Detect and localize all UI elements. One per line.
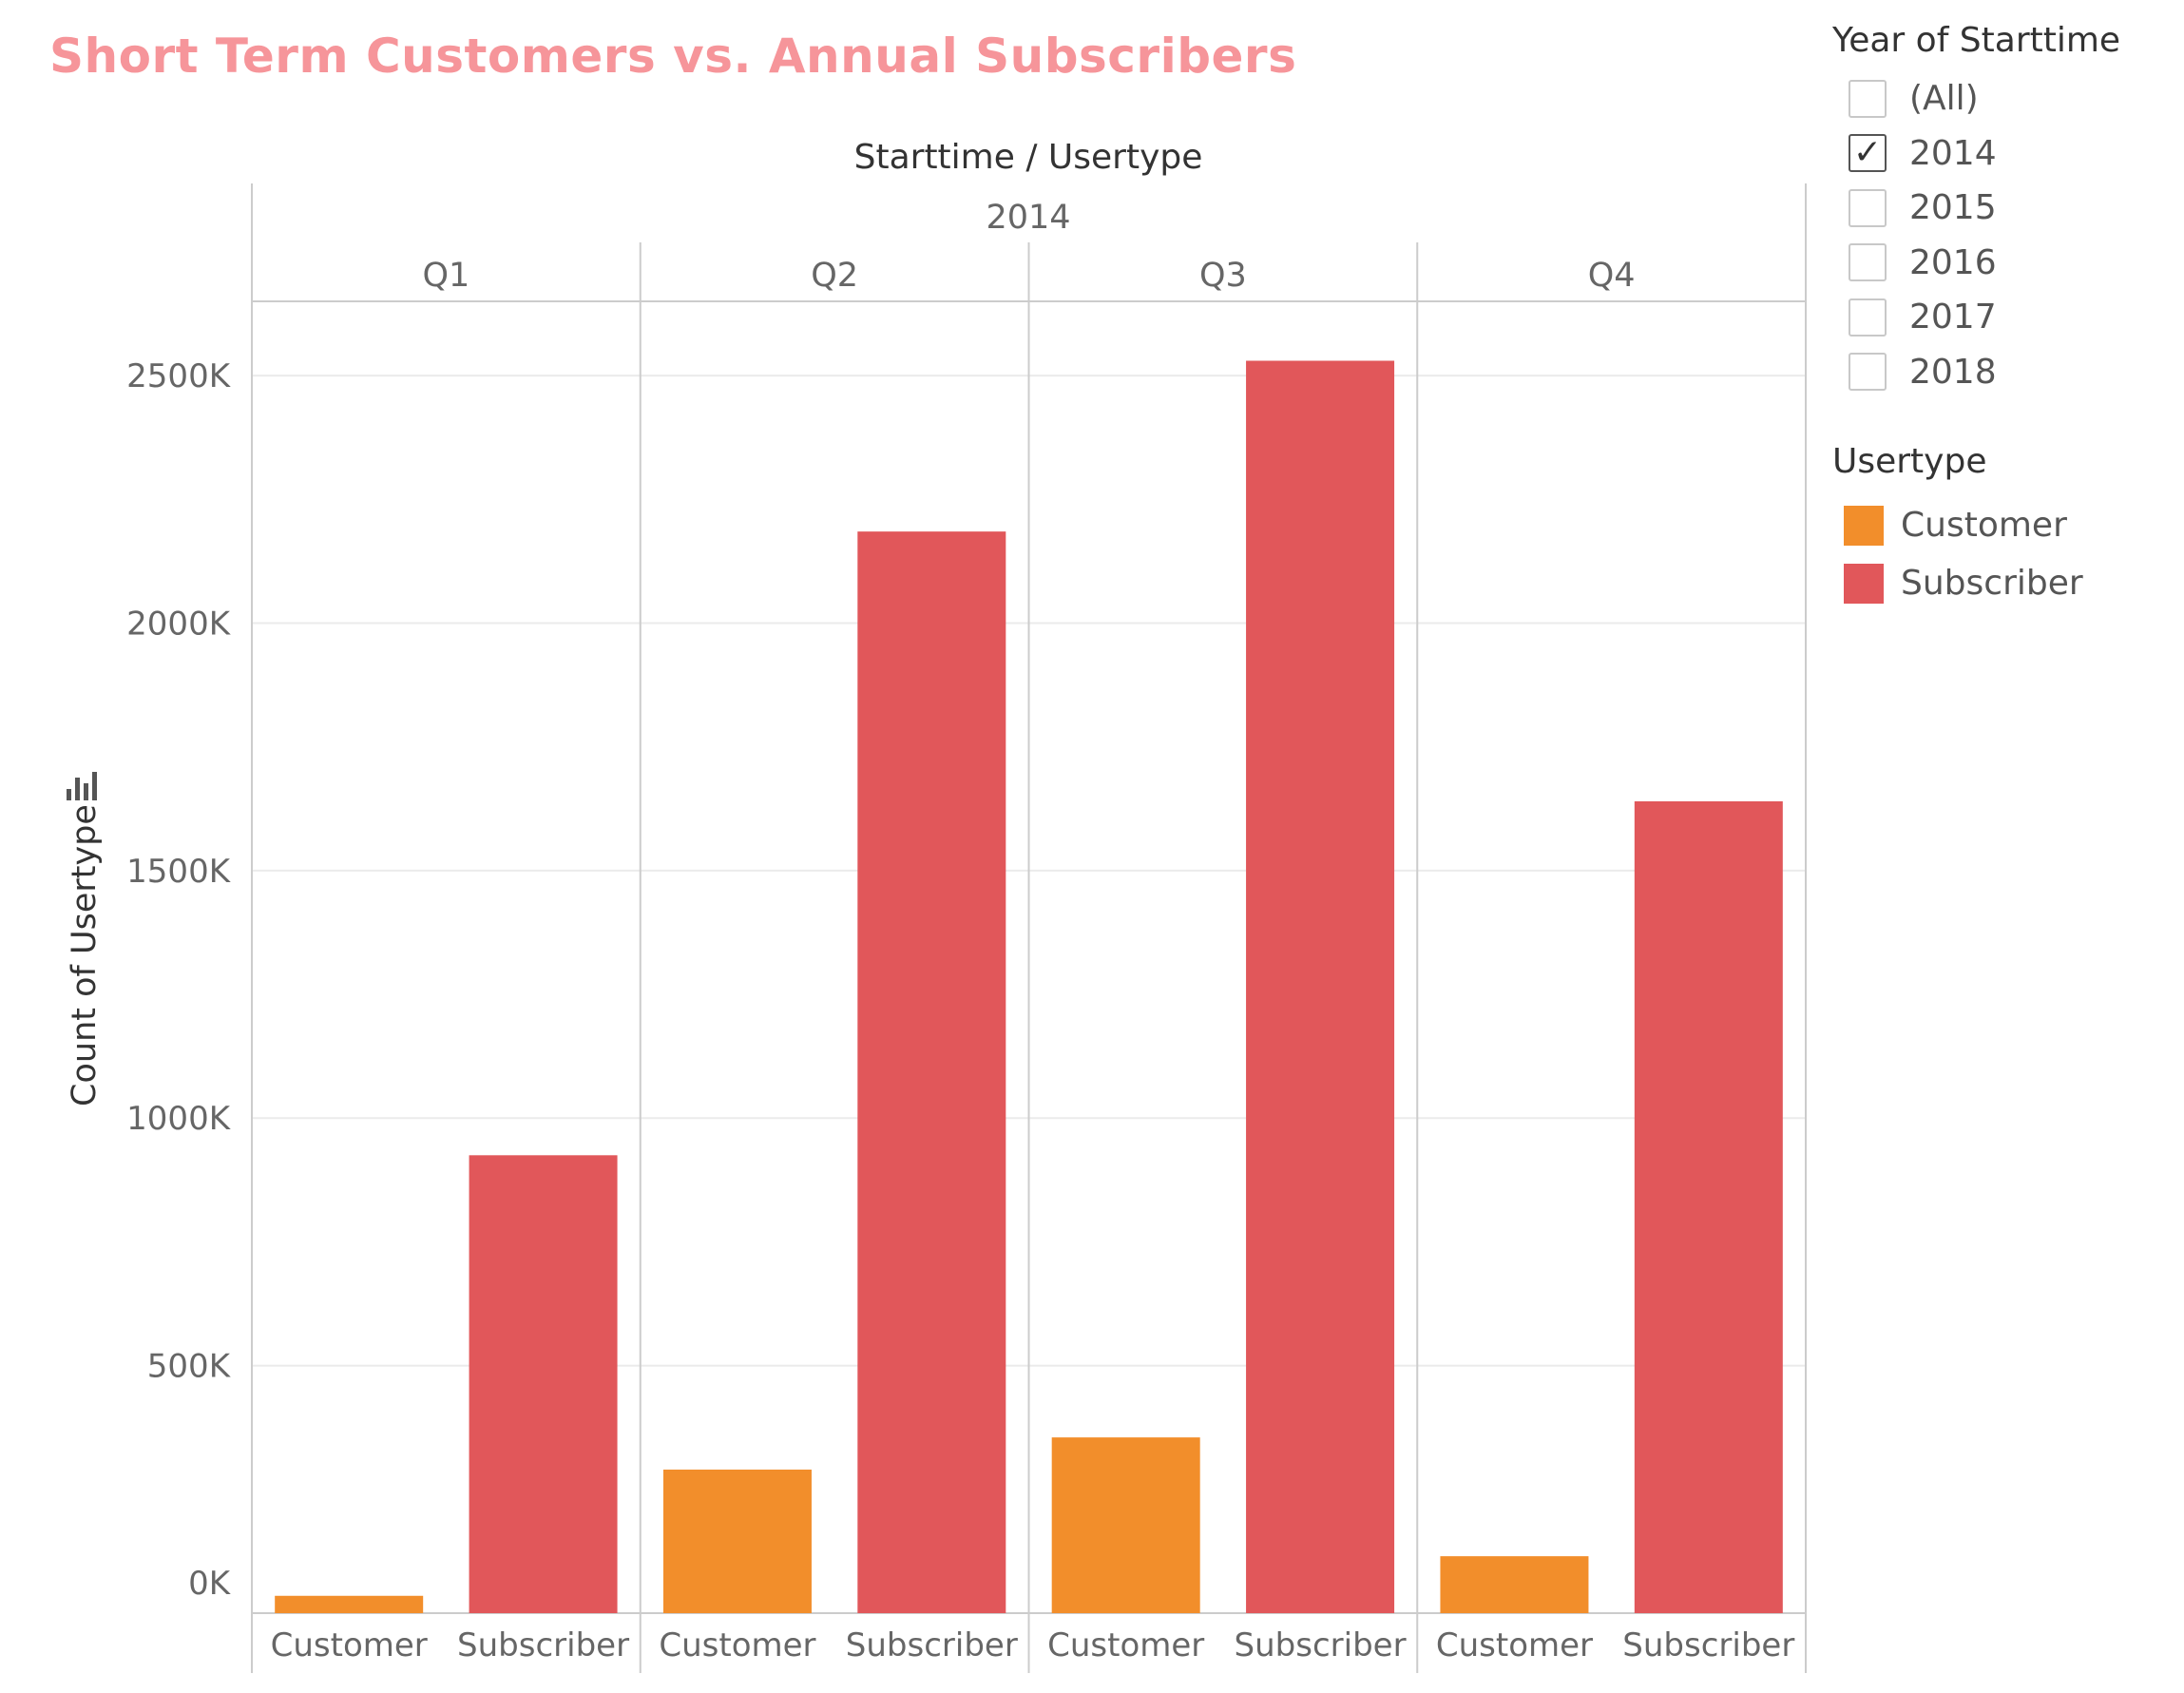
x-tick-label: Subscriber — [1622, 1626, 1794, 1664]
legend-title: Usertype — [1832, 442, 1987, 481]
checkbox-unchecked[interactable] — [1849, 353, 1887, 392]
filter-option[interactable]: 2016 — [1832, 236, 2174, 291]
legend-swatch — [1844, 505, 1884, 546]
y-tick-label: 1000K — [126, 1100, 232, 1138]
filter-option[interactable]: ✓ 2014 — [1832, 126, 2174, 182]
sort-descending-icon[interactable] — [67, 772, 97, 800]
checkbox-unchecked[interactable] — [1849, 243, 1887, 282]
bar-chart: Starttime / Usertype 2014 Q1 Q2 Q3 Q4 0K 500… — [66, 138, 1807, 1673]
x-tick-label: Customer — [1436, 1626, 1593, 1664]
filter-option-label: 2017 — [1909, 298, 1997, 337]
y-tick-label: 2500K — [126, 357, 232, 395]
checkbox-unchecked[interactable] — [1849, 79, 1887, 118]
chart-title: Short Term Customers vs. Annual Subscrib… — [49, 29, 1297, 84]
bar-q4-customer[interactable] — [1440, 1556, 1589, 1613]
bar-q4-subscriber[interactable] — [1634, 800, 1783, 1613]
legend-label: Subscriber — [1901, 564, 2083, 603]
legend-label: Customer — [1901, 506, 2067, 545]
legend-item[interactable]: Subscriber — [1832, 554, 2174, 612]
legend-swatch — [1844, 563, 1884, 604]
bar-q1-customer[interactable] — [275, 1595, 424, 1613]
legend-item[interactable]: Customer — [1832, 496, 2174, 554]
y-tick-label: 2000K — [126, 605, 232, 643]
filter-option[interactable]: (All) — [1832, 71, 2174, 126]
x-tick-label: Subscriber — [846, 1626, 1018, 1664]
quarter-header: Q4 — [1588, 257, 1636, 295]
filter-option[interactable]: 2017 — [1832, 290, 2174, 345]
quarter-header: Q3 — [1199, 257, 1247, 295]
x-tick-label: Customer — [1047, 1626, 1204, 1664]
checkbox-unchecked[interactable] — [1849, 298, 1887, 337]
filter-options: (All) ✓ 2014 2015 2016 2017 2018 — [1832, 71, 2174, 399]
filter-option-label: 2018 — [1909, 352, 1997, 392]
year-header: 2014 — [986, 199, 1070, 237]
bar-q3-subscriber[interactable] — [1246, 360, 1395, 1613]
quarter-header: Q2 — [811, 257, 858, 295]
y-tick-label: 1500K — [126, 853, 232, 891]
quarter-headers: Q1 Q2 Q3 Q4 — [422, 257, 1635, 295]
bar-q1-subscriber[interactable] — [469, 1155, 618, 1613]
column-header-title: Starttime / Usertype — [854, 138, 1203, 177]
x-tick-label: Subscriber — [1235, 1626, 1407, 1664]
checkbox-checked[interactable]: ✓ — [1849, 133, 1887, 173]
bar-q2-subscriber[interactable] — [857, 531, 1006, 1614]
year-filter-panel: Year of Starttime (All) ✓ 2014 2015 2016 2017… — [1832, 21, 2174, 399]
y-tick-label: 500K — [147, 1348, 232, 1386]
usertype-legend: Usertype Customer Subscriber — [1832, 442, 2174, 612]
checkmark-icon: ✓ — [1852, 133, 1883, 173]
filter-option-label: (All) — [1909, 79, 1979, 119]
filter-option[interactable]: 2018 — [1832, 345, 2174, 400]
filter-option-label: 2015 — [1909, 188, 1997, 228]
checkbox-unchecked[interactable] — [1849, 188, 1887, 227]
bars — [275, 360, 1783, 1614]
y-axis-ticks: 0K 500K 1000K 1500K 2000K 2500K — [126, 357, 232, 1603]
filter-title: Year of Starttime — [1832, 21, 2121, 60]
x-axis-labels: Customer Subscriber Customer Subscriber Cust… — [271, 1626, 1795, 1664]
quarter-header: Q1 — [422, 257, 469, 295]
bar-q3-customer[interactable] — [1051, 1437, 1200, 1613]
y-tick-label: 0K — [188, 1565, 232, 1603]
legend-items: Customer Subscriber — [1832, 496, 2174, 612]
filter-option[interactable]: 2015 — [1832, 181, 2174, 236]
y-axis-title: Count of Usertype — [66, 804, 104, 1106]
bar-q2-customer[interactable] — [662, 1469, 812, 1613]
filter-option-label: 2016 — [1909, 242, 1997, 282]
x-tick-label: Customer — [659, 1626, 815, 1664]
filter-option-label: 2014 — [1909, 133, 1997, 173]
x-tick-label: Subscriber — [457, 1626, 629, 1664]
x-tick-label: Customer — [271, 1626, 428, 1664]
